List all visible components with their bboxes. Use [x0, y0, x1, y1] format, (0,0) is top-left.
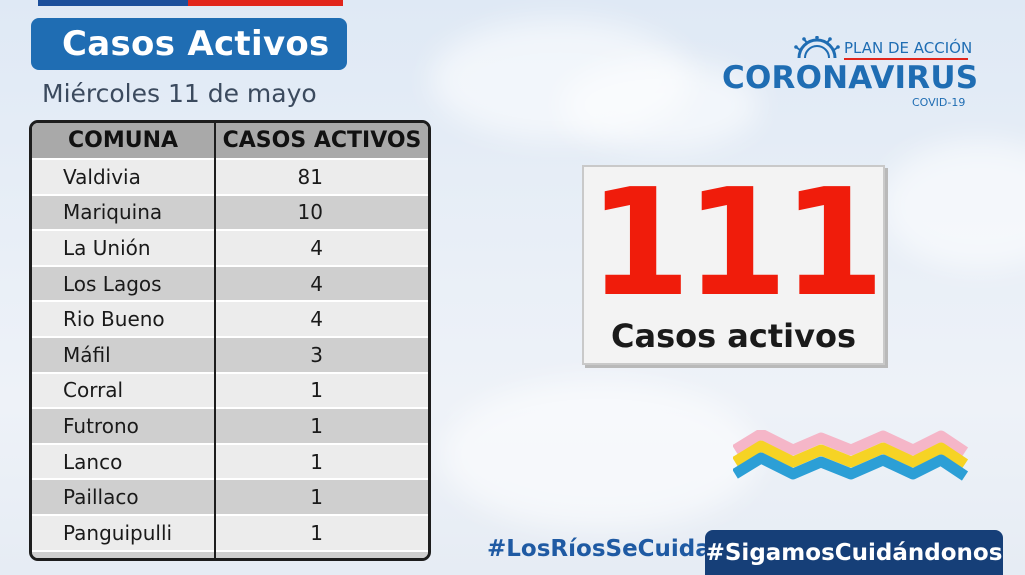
- hashtag-banner: #SigamosCuidándonos: [705, 530, 1003, 575]
- casos-cell: 1: [215, 442, 428, 480]
- table-row: Los Lagos 4: [32, 264, 428, 302]
- table-row: Mariquina 10: [32, 193, 428, 231]
- report-date: Miércoles 11 de mayo: [42, 79, 317, 108]
- comuna-cell: Máfil: [32, 335, 216, 373]
- casos-cell: 81: [215, 158, 428, 195]
- casos-cell: 3: [215, 335, 428, 373]
- virus-icon: [794, 36, 840, 59]
- casos-cell: 4: [215, 264, 428, 302]
- total-cases-card: 111 Casos activos: [582, 165, 885, 365]
- table-row: La Unión 4: [32, 229, 428, 266]
- coronavirus-logo: PLAN DE ACCIÓN CORONAVIRUS COVID-19: [722, 36, 978, 111]
- table-row: Lago Ranco0: [32, 549, 428, 558]
- table-header-row: COMUNA CASOS ACTIVOS: [32, 123, 428, 159]
- comuna-cell: Lanco: [32, 442, 216, 480]
- casos-cell: 0: [215, 549, 428, 558]
- table-row: Rio Bueno 4: [32, 300, 428, 337]
- table-row: Máfil 3: [32, 335, 428, 373]
- page-title: Casos Activos: [62, 24, 330, 64]
- flag-strip: [38, 0, 343, 6]
- total-cases-label: Casos activos: [610, 317, 856, 355]
- table-row: Valdivia 81: [32, 158, 428, 195]
- logo-title: CORONAVIRUS: [722, 60, 979, 96]
- comuna-cell: Lago Ranco: [32, 549, 216, 558]
- rainbow-waves-icon: [733, 430, 968, 481]
- column-header-casos: CASOS ACTIVOS: [215, 123, 428, 159]
- comuna-cell: Futrono: [32, 407, 216, 444]
- table-row: Futrono 1: [32, 407, 428, 444]
- total-cases-number: 111: [588, 157, 885, 329]
- casos-cell: 10: [215, 193, 428, 231]
- title-banner: Casos Activos: [31, 18, 347, 70]
- hashtag-sigamos: #SigamosCuidándonos: [705, 539, 1003, 566]
- table-row: Paillaco 1: [32, 478, 428, 515]
- casos-cell: 1: [215, 478, 428, 515]
- cases-table: COMUNA CASOS ACTIVOS Valdivia 81 Mariquin…: [29, 120, 431, 561]
- casos-cell: 4: [215, 300, 428, 337]
- table-row: Corral 1: [32, 371, 428, 409]
- casos-cell: 1: [215, 371, 428, 409]
- casos-cell: 4: [215, 229, 428, 266]
- table-row: Panguipulli 1: [32, 513, 428, 551]
- logo-subtitle: COVID-19: [912, 96, 966, 109]
- casos-cell: 1: [215, 407, 428, 444]
- comuna-cell: La Unión: [32, 229, 216, 266]
- comuna-cell: Valdivia: [32, 158, 216, 195]
- comuna-cell: Los Lagos: [32, 264, 216, 302]
- comuna-cell: Panguipulli: [32, 513, 216, 551]
- comuna-cell: Rio Bueno: [32, 300, 216, 337]
- comuna-cell: Corral: [32, 371, 216, 409]
- hashtag-los-rios: #LosRíosSeCuida: [487, 536, 711, 562]
- logo-plan-text: PLAN DE ACCIÓN: [844, 39, 973, 57]
- column-header-comuna: COMUNA: [32, 123, 216, 159]
- comuna-cell: Mariquina: [32, 193, 216, 231]
- casos-cell: 1: [215, 513, 428, 551]
- table-row: Lanco 1: [32, 442, 428, 480]
- comuna-cell: Paillaco: [32, 478, 216, 515]
